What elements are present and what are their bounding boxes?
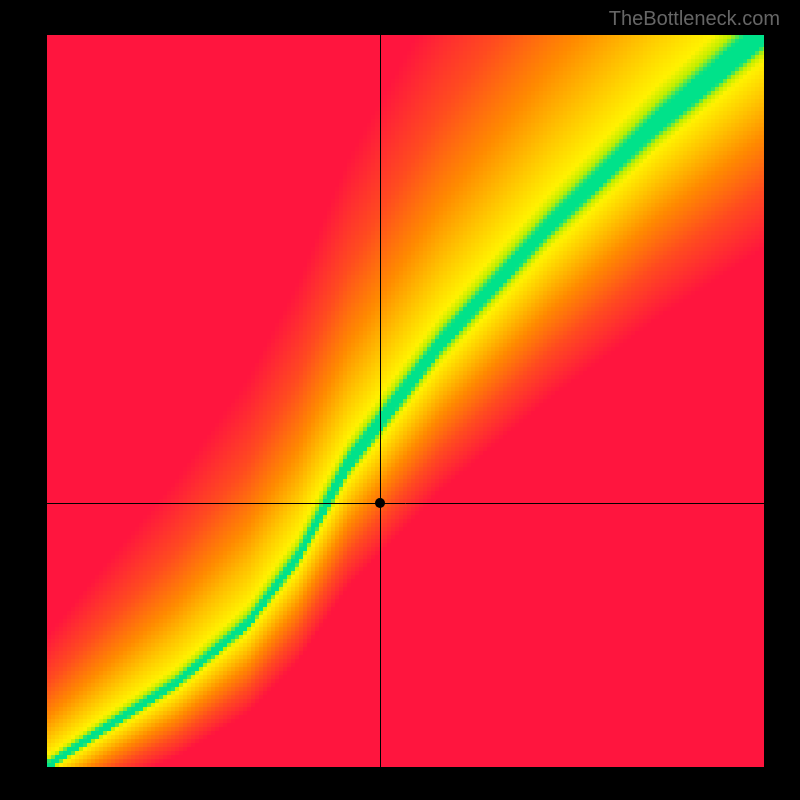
heatmap-canvas xyxy=(47,35,764,767)
chart-container: TheBottleneck.com xyxy=(0,0,800,800)
watermark-text: TheBottleneck.com xyxy=(609,8,780,31)
heatmap-plot xyxy=(47,35,764,767)
